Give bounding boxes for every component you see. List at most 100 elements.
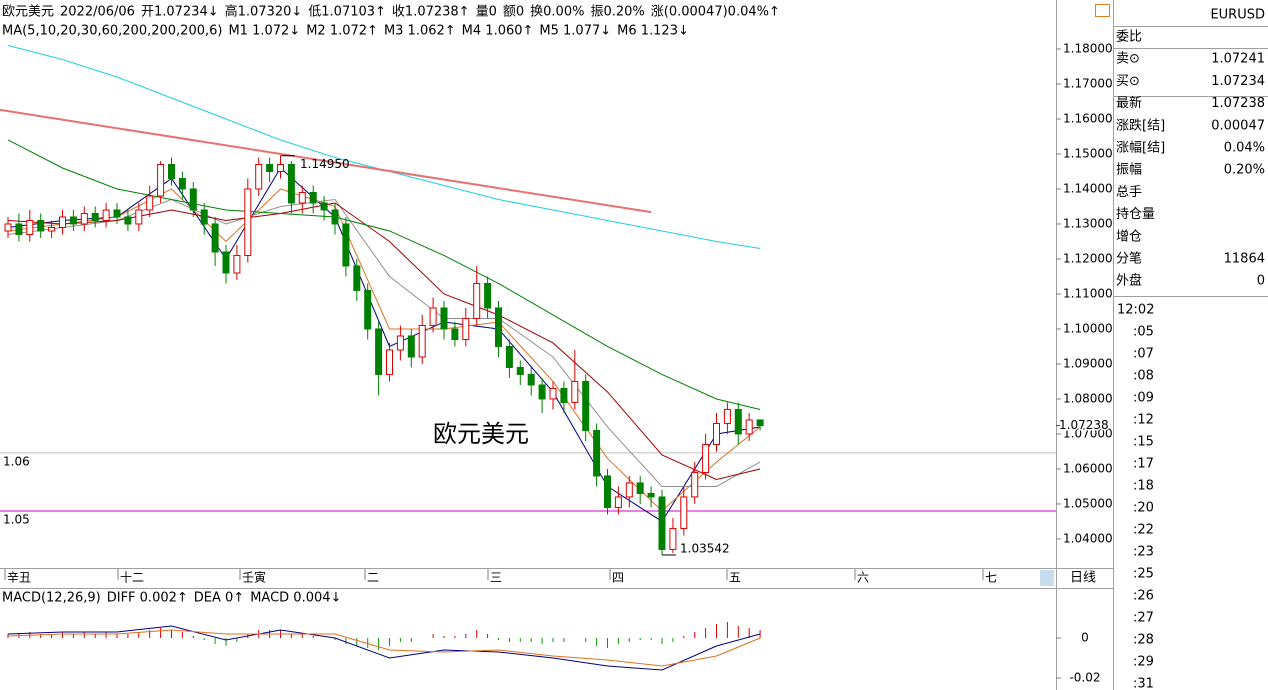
candle-body bbox=[26, 219, 34, 235]
candle-body bbox=[582, 380, 590, 431]
candle-body bbox=[178, 177, 186, 190]
row-value: 1.07241 bbox=[1211, 52, 1265, 67]
y-tick-label: 1.15000 bbox=[1063, 146, 1113, 160]
row-value: 0.00047 bbox=[1211, 118, 1265, 133]
candle-body bbox=[386, 349, 393, 375]
quote: 低1.07103↑ bbox=[308, 5, 386, 20]
quote: 振0.20% bbox=[590, 5, 644, 20]
tick-time: :05 bbox=[1133, 325, 1154, 340]
symbol: EURUSD bbox=[1210, 8, 1265, 23]
row-label: 涨跌[结] bbox=[1116, 117, 1165, 133]
row-label: 振幅 bbox=[1116, 163, 1142, 178]
candle-body bbox=[320, 202, 328, 211]
x-label: 四 bbox=[612, 571, 624, 585]
candle-body bbox=[342, 223, 350, 267]
x-label: 十二 bbox=[120, 571, 144, 585]
tick-time: :17 bbox=[1133, 457, 1154, 472]
ma-legend: M2 1.072↑ bbox=[306, 24, 378, 39]
candle-body bbox=[69, 216, 77, 225]
icon-box[interactable] bbox=[1095, 4, 1110, 17]
candle-body bbox=[604, 475, 611, 508]
candle-body bbox=[146, 195, 154, 211]
y-tick-label: 1.10000 bbox=[1063, 321, 1113, 335]
candle-body bbox=[440, 307, 448, 330]
tick-time: :08 bbox=[1133, 369, 1154, 384]
candle-body bbox=[244, 188, 252, 256]
candle-body bbox=[451, 328, 459, 340]
symbol-name: 欧元美元 bbox=[2, 5, 54, 20]
macd-legend: DIFF 0.002↑ bbox=[107, 591, 188, 606]
candle-body bbox=[266, 163, 274, 172]
y-tick-label: 1.14000 bbox=[1063, 181, 1113, 195]
candle-body bbox=[484, 282, 492, 309]
tick-time: :15 bbox=[1133, 435, 1154, 450]
candle-body bbox=[37, 219, 45, 232]
candle-body bbox=[200, 209, 208, 225]
x-label: 壬寅 bbox=[242, 570, 266, 585]
candle-body bbox=[571, 380, 579, 403]
row-label: 卖⊙ bbox=[1116, 52, 1140, 67]
candle-body bbox=[4, 223, 12, 232]
x-label: 三 bbox=[490, 571, 502, 585]
x-label: 七 bbox=[985, 571, 997, 585]
candle-body bbox=[59, 216, 66, 228]
row-value: 0 bbox=[1257, 274, 1265, 289]
ma-legend: M4 1.060↑ bbox=[462, 24, 534, 39]
candle-body bbox=[745, 419, 753, 435]
candle-body bbox=[538, 384, 546, 400]
candle-body bbox=[48, 226, 56, 232]
candle-body bbox=[135, 209, 143, 225]
candle-body bbox=[396, 335, 404, 351]
row-label: 委比 bbox=[1116, 30, 1142, 45]
candle-body bbox=[495, 307, 502, 347]
row-label: 涨幅[结] bbox=[1116, 141, 1165, 156]
y-tick-label: 1.05000 bbox=[1063, 496, 1113, 510]
macd-label: MACD(12,26,9) bbox=[2, 591, 101, 606]
row-label: 最新 bbox=[1116, 95, 1142, 111]
candle-body bbox=[102, 209, 110, 221]
candle-body bbox=[614, 496, 622, 508]
candle-body bbox=[375, 328, 383, 375]
x-label: 辛丑 bbox=[7, 571, 31, 585]
scroll-button[interactable] bbox=[1040, 570, 1054, 586]
period: 日线 bbox=[1070, 571, 1096, 586]
candle-body bbox=[549, 387, 557, 400]
tick-time: :20 bbox=[1133, 501, 1154, 516]
quote: 涨(0.00047)0.04%↑ bbox=[651, 5, 780, 20]
row-label: 买⊙ bbox=[1116, 74, 1140, 89]
candle-body bbox=[353, 265, 361, 291]
y-tick-label: 1.18000 bbox=[1063, 41, 1113, 55]
row-label: 总手 bbox=[1116, 185, 1142, 200]
ma-label: MA(5,10,20,30,60,200,200,200,6) bbox=[2, 24, 222, 39]
y-tick-label: -0.02 bbox=[1069, 671, 1100, 685]
tick-time: :31 bbox=[1133, 677, 1154, 690]
row-label: 分笔 bbox=[1116, 251, 1142, 267]
candle-body bbox=[168, 163, 175, 179]
candle-body bbox=[80, 212, 88, 225]
x-label: 五 bbox=[729, 571, 741, 585]
quote: 高1.07320↓ bbox=[225, 4, 303, 20]
quote: 收1.07238↑ bbox=[392, 5, 470, 20]
annotation: 1.14950 bbox=[300, 157, 350, 171]
row-label: 外盘 bbox=[1116, 273, 1142, 289]
macd-line bbox=[7, 629, 761, 667]
candle-body bbox=[756, 419, 764, 427]
candle-body bbox=[647, 492, 655, 498]
candle-body bbox=[211, 223, 219, 253]
candle-body bbox=[124, 216, 132, 225]
tick-time: :07 bbox=[1133, 347, 1154, 362]
y-tick-label: 0 bbox=[1081, 631, 1089, 645]
candle-body bbox=[287, 163, 295, 204]
candle-body bbox=[723, 408, 731, 424]
quote: 额0 bbox=[503, 5, 524, 20]
candle-body bbox=[702, 443, 710, 473]
candle-body bbox=[625, 482, 633, 498]
candle-body bbox=[691, 471, 699, 498]
candle-body bbox=[309, 191, 317, 204]
candle-body bbox=[560, 387, 568, 403]
quote: 开1.07234↓ bbox=[141, 5, 219, 20]
ma-line bbox=[7, 188, 761, 512]
candle-body bbox=[473, 282, 481, 319]
macd-legend: DEA 0↑ bbox=[194, 591, 244, 606]
